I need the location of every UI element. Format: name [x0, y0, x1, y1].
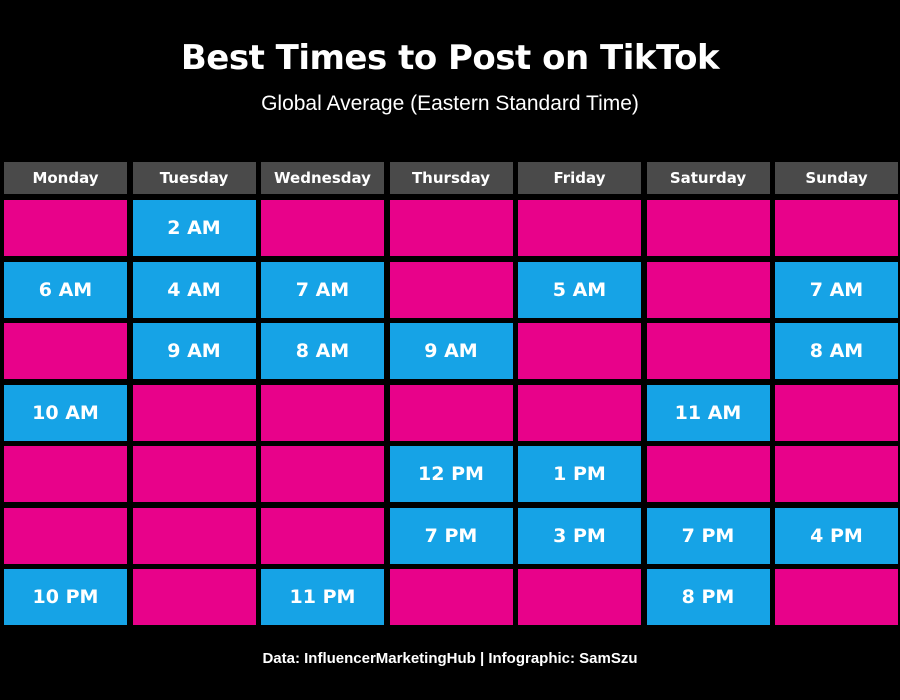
empty-slot-cell	[389, 569, 513, 625]
empty-slot-cell	[261, 507, 384, 564]
empty-slot-cell	[646, 261, 770, 318]
best-time-cell: 2 AM	[132, 200, 256, 256]
empty-slot-cell	[646, 323, 770, 379]
empty-slot-cell	[132, 384, 256, 441]
empty-slot-cell	[261, 200, 384, 256]
best-time-cell: 7 AM	[775, 261, 898, 318]
empty-slot-cell	[261, 446, 384, 502]
page-title: Best Times to Post on TikTok	[180, 38, 720, 78]
column-header-wednesday: Wednesday	[261, 162, 384, 194]
best-time-cell: 3 PM	[518, 507, 641, 564]
empty-slot-cell	[389, 261, 513, 318]
best-time-cell: 11 AM	[646, 384, 770, 441]
best-time-cell: 4 AM	[132, 261, 256, 318]
column-header-sunday: Sunday	[775, 162, 898, 194]
empty-slot-cell	[518, 384, 641, 441]
best-time-cell: 9 AM	[389, 323, 513, 379]
empty-slot-cell	[389, 200, 513, 256]
empty-slot-cell	[4, 446, 127, 502]
empty-slot-cell	[775, 446, 898, 502]
best-time-cell: 11 PM	[261, 569, 384, 625]
empty-slot-cell	[4, 200, 127, 256]
best-time-cell: 4 PM	[775, 507, 898, 564]
empty-slot-cell	[518, 200, 641, 256]
empty-slot-cell	[646, 200, 770, 256]
column-header-thursday: Thursday	[389, 162, 513, 194]
empty-slot-cell	[132, 507, 256, 564]
empty-slot-cell	[4, 507, 127, 564]
best-time-cell: 7 PM	[646, 507, 770, 564]
best-time-cell: 12 PM	[389, 446, 513, 502]
empty-slot-cell	[518, 323, 641, 379]
best-time-cell: 9 AM	[132, 323, 256, 379]
best-time-cell: 8 AM	[261, 323, 384, 379]
empty-slot-cell	[775, 200, 898, 256]
empty-slot-cell	[646, 446, 770, 502]
column-header-monday: Monday	[4, 162, 127, 194]
empty-slot-cell	[389, 384, 513, 441]
empty-slot-cell	[132, 446, 256, 502]
empty-slot-cell	[775, 384, 898, 441]
best-time-cell: 6 AM	[4, 261, 127, 318]
empty-slot-cell	[261, 384, 384, 441]
page-subtitle: Global Average (Eastern Standard Time)	[261, 92, 639, 115]
empty-slot-cell	[132, 569, 256, 625]
best-time-cell: 1 PM	[518, 446, 641, 502]
schedule-table: Monday Tuesday Wednesday Thursday Friday Satu…	[4, 162, 898, 626]
column-header-saturday: Saturday	[646, 162, 770, 194]
best-time-cell: 8 PM	[646, 569, 770, 625]
empty-slot-cell	[775, 569, 898, 625]
empty-slot-cell	[4, 323, 127, 379]
best-time-cell: 8 AM	[775, 323, 898, 379]
column-header-friday: Friday	[518, 162, 641, 194]
best-time-cell: 7 PM	[389, 507, 513, 564]
best-time-cell: 10 PM	[4, 569, 127, 625]
source-credit: Data: InfluencerMarketingHub | Infograph…	[262, 650, 638, 667]
best-time-cell: 5 AM	[518, 261, 641, 318]
best-time-cell: 10 AM	[4, 384, 127, 441]
column-header-tuesday: Tuesday	[132, 162, 256, 194]
best-time-cell: 7 AM	[261, 261, 384, 318]
empty-slot-cell	[518, 569, 641, 625]
